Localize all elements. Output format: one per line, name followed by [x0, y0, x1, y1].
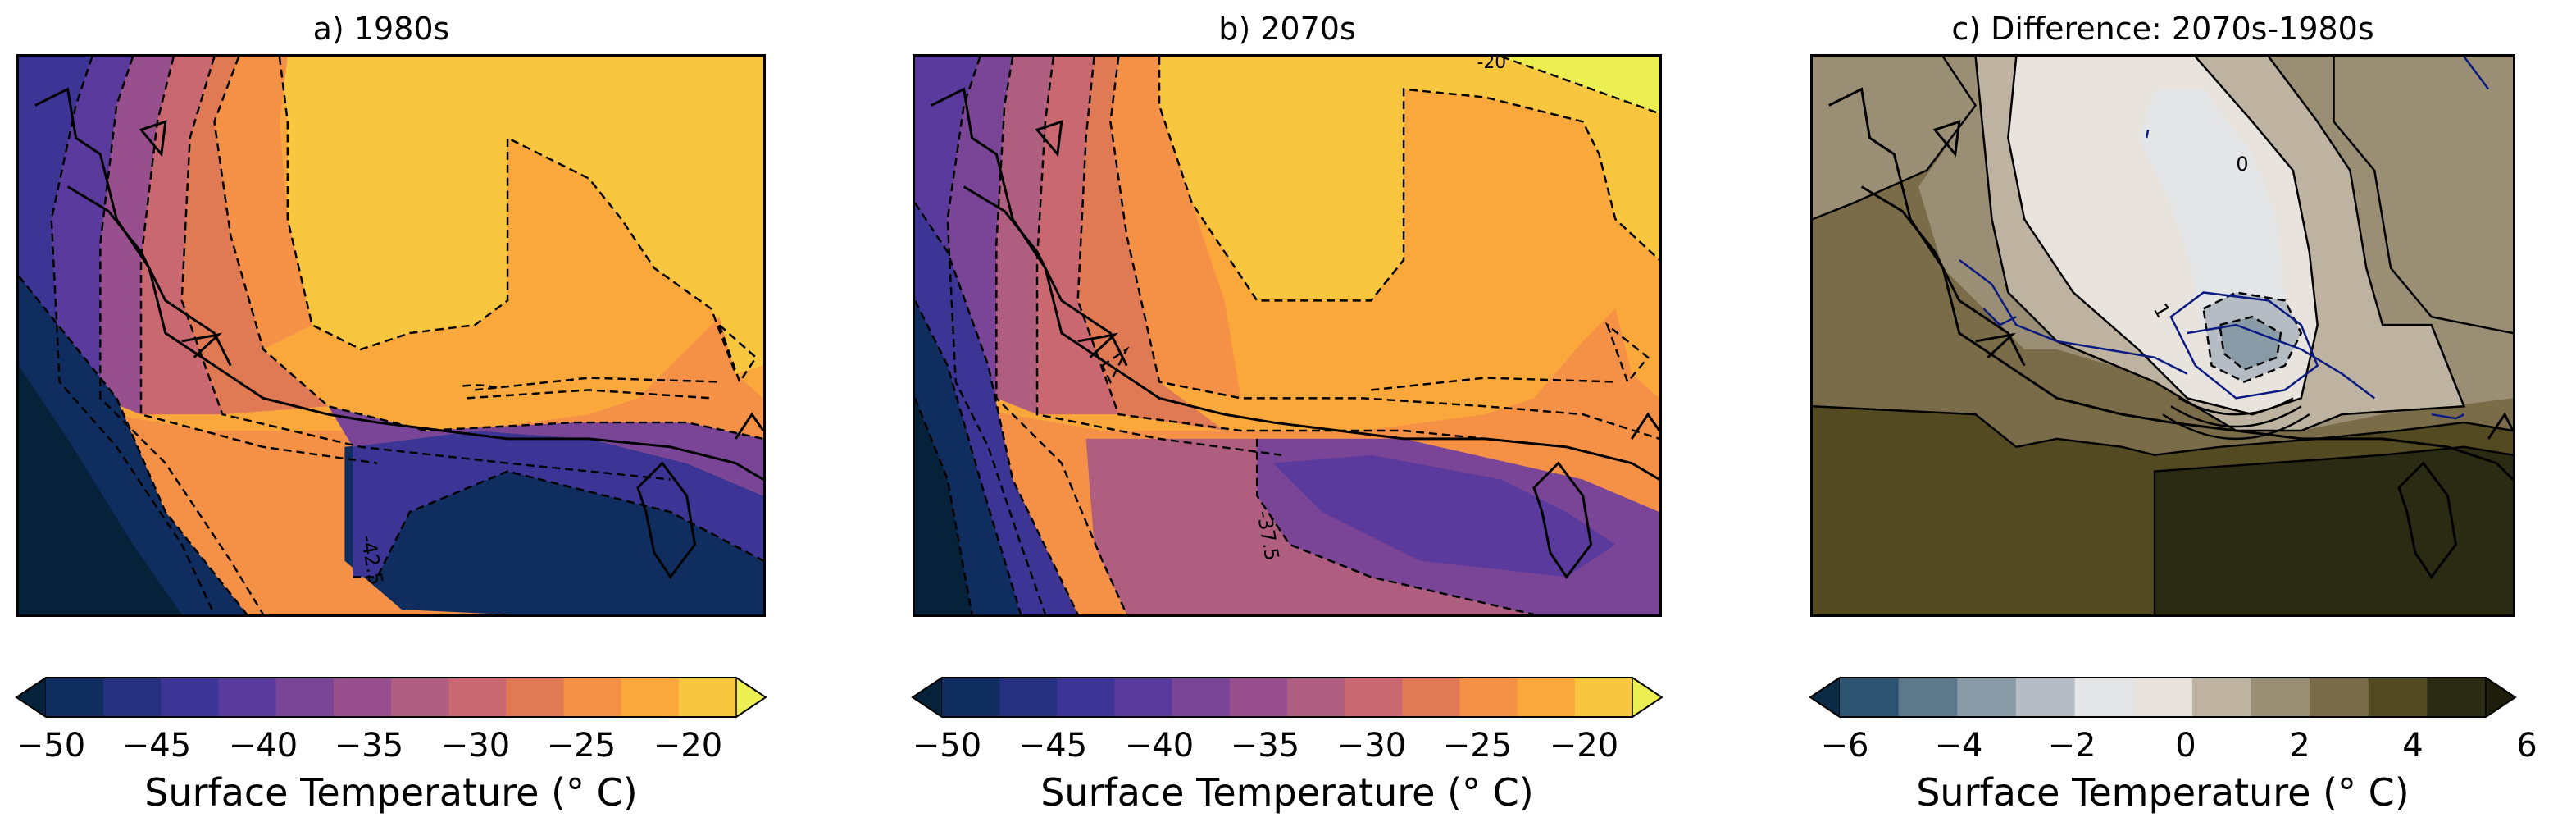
colorbar-segment — [1114, 678, 1173, 717]
map-canvas: -42.5 — [19, 57, 763, 614]
colorbar-segment — [1574, 678, 1633, 717]
colorbar-tick: −50 — [16, 727, 86, 765]
colorbar-segment — [2133, 678, 2193, 717]
colorbar-tick: −6 — [1820, 727, 1869, 765]
colorbar-tick: −45 — [1017, 727, 1088, 765]
colorbar-tick: 6 — [2516, 727, 2537, 765]
colorbar — [15, 676, 767, 719]
colorbar-segment — [563, 678, 622, 717]
colorbar-segment — [1898, 678, 1958, 717]
colorbar-segment — [2368, 678, 2428, 717]
colorbar-segment — [1402, 678, 1460, 717]
colorbar-segment — [678, 678, 737, 717]
colorbar-segment — [2427, 678, 2487, 717]
colorbar-segment — [2310, 678, 2369, 717]
colorbar-tick: 4 — [2402, 727, 2424, 765]
colorbar-segment — [2251, 678, 2310, 717]
colorbar-segment — [448, 678, 507, 717]
contour-label: -20 — [1477, 57, 1506, 73]
colorbar-segment — [2015, 678, 2076, 717]
colorbar-outline — [911, 677, 1663, 718]
colorbar-segment — [1345, 678, 1403, 717]
colorbar — [1809, 676, 2517, 719]
colorbar-extend-low — [1809, 676, 1841, 719]
colorbar-extend-high — [1632, 676, 1663, 719]
colorbar-tick: −20 — [1549, 727, 1619, 765]
colorbar-tick: −25 — [546, 727, 617, 765]
map-canvas: 0 1 — [1813, 57, 2513, 614]
colorbar-tick: −50 — [912, 727, 982, 765]
panel-2070s: b) 2070s — [896, 0, 1663, 831]
colorbar-segment — [1840, 678, 1900, 717]
colorbar-segment — [1957, 678, 2017, 717]
colorbar-segment — [103, 678, 162, 717]
colorbar-segment — [1287, 678, 1345, 717]
colorbar-segment — [218, 678, 277, 717]
panel-title: a) 1980s — [312, 11, 450, 47]
colorbar-tick: −45 — [121, 727, 192, 765]
colorbar-tick: −30 — [440, 727, 511, 765]
colorbar-tick: 2 — [2289, 727, 2310, 765]
colorbar-tick: −20 — [653, 727, 723, 765]
temperature-map[interactable]: -37.5 -20 — [913, 54, 1662, 617]
colorbar-segment — [942, 678, 1000, 717]
colorbar-segment — [161, 678, 219, 717]
colorbar-label: Surface Temperature (° C) — [1916, 770, 2410, 815]
colorbar-segment — [391, 678, 449, 717]
colorbar-tick: 0 — [2175, 727, 2196, 765]
colorbar-segment — [999, 678, 1058, 717]
colorbar-tick: −4 — [1934, 727, 1983, 765]
colorbar-outline — [1809, 677, 2517, 718]
colorbar-extend-low — [15, 676, 47, 719]
colorbar-label: Surface Temperature (° C) — [144, 770, 638, 815]
colorbar-segment — [506, 678, 564, 717]
temperature-map[interactable]: -42.5 — [16, 54, 766, 617]
colorbar-tick: −2 — [2047, 727, 2096, 765]
colorbar-svg — [15, 676, 767, 719]
colorbar-label: Surface Temperature (° C) — [1040, 770, 1534, 815]
colorbar-tick: −35 — [334, 727, 404, 765]
colorbar-segment — [46, 678, 104, 717]
panel-title: b) 2070s — [1218, 11, 1356, 47]
colorbar-segment — [1057, 678, 1115, 717]
colorbar-segment — [2191, 678, 2251, 717]
panel-title: c) Difference: 2070s-1980s — [1951, 11, 2374, 47]
colorbar-extend-low — [911, 676, 943, 719]
colorbar-segment — [2074, 678, 2134, 717]
colorbar-tick: −40 — [228, 727, 298, 765]
difference-map[interactable]: 0 1 — [1810, 54, 2515, 617]
colorbar-extend-high — [2485, 676, 2517, 719]
colorbar-outline — [15, 677, 767, 718]
colorbar-segment — [1172, 678, 1231, 717]
contour-label: 0 — [2236, 153, 2248, 176]
colorbar — [911, 676, 1663, 719]
colorbar-segment — [621, 678, 680, 717]
colorbar-tick: −35 — [1230, 727, 1300, 765]
panel-1980s: a) 1980s — [0, 0, 767, 831]
colorbar-segment — [275, 678, 335, 717]
colorbar-segment — [333, 678, 392, 717]
colorbar-segment — [1517, 678, 1576, 717]
colorbar-svg — [911, 676, 1663, 719]
colorbar-segment — [1229, 678, 1288, 717]
colorbar-extend-high — [735, 676, 767, 719]
colorbar-segment — [1459, 678, 1518, 717]
panel-difference: c) Difference: 2070s-1980s — [1794, 0, 2556, 831]
colorbar-tick: −25 — [1442, 727, 1513, 765]
colorbar-tick: −40 — [1124, 727, 1195, 765]
colorbar-tick: −30 — [1336, 727, 1407, 765]
colorbar-svg — [1809, 676, 2517, 719]
map-canvas: -37.5 -20 — [915, 57, 1659, 614]
